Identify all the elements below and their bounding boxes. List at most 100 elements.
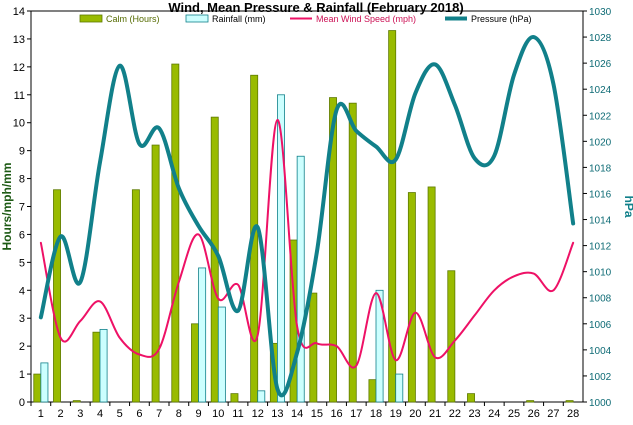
bar <box>329 97 337 403</box>
y-tick-label: 7 <box>19 202 25 214</box>
y-tick-label: 5 <box>19 257 25 269</box>
x-tick-label: 28 <box>567 408 579 420</box>
bar <box>467 393 475 403</box>
x-tick-label: 5 <box>117 408 123 420</box>
y-tick-label: 13 <box>13 34 25 46</box>
x-tick-label: 10 <box>212 408 224 420</box>
y2-tick-label: 1010 <box>589 268 612 279</box>
legend: Calm (Hours) Rainfall (mm) Mean Wind Speed… <box>79 14 532 24</box>
legend-label: Rainfall (mm) <box>212 14 266 24</box>
legend-label: Pressure (hPa) <box>471 14 532 24</box>
bar <box>171 63 180 403</box>
bar <box>348 102 357 403</box>
y2-tick-label: 1000 <box>589 398 612 409</box>
x-tick-label: 26 <box>528 408 540 420</box>
x-tick-label: 1 <box>38 408 44 420</box>
chart-title: Wind, Mean Pressure & Rainfall (February… <box>168 0 463 15</box>
y2-tick-label: 1018 <box>589 163 612 174</box>
bar <box>53 189 61 403</box>
y2-tick-label: 1022 <box>589 111 612 122</box>
x-tick-label: 12 <box>252 408 264 420</box>
x-tick-label: 14 <box>291 408 303 420</box>
y-tick-label: 6 <box>19 229 25 241</box>
bar <box>526 400 535 403</box>
bar <box>309 292 318 403</box>
bar-series-0 <box>33 30 574 403</box>
x-tick-label: 16 <box>330 408 342 420</box>
y-tick-label: 3 <box>19 313 25 325</box>
line-series-1 <box>38 35 576 398</box>
bar <box>72 400 81 403</box>
y-tick-label: 2 <box>19 341 25 353</box>
legend-swatch <box>185 14 209 23</box>
x-tick-label: 6 <box>136 408 142 420</box>
y-tick-label: 9 <box>19 146 25 158</box>
bar <box>395 373 404 403</box>
bar <box>40 362 49 403</box>
x-tick-label: 25 <box>508 408 520 420</box>
bar-series-1 <box>40 94 404 403</box>
y2-tick-label: 1016 <box>589 189 612 200</box>
x-tick-label: 15 <box>311 408 323 420</box>
bar <box>33 373 42 403</box>
bar <box>151 144 160 403</box>
bar <box>230 393 239 403</box>
y-tick-label: 14 <box>13 6 25 18</box>
y2-tick-label: 1028 <box>589 33 612 44</box>
legend-label: Calm (Hours) <box>106 14 160 24</box>
x-tick-label: 21 <box>429 408 441 420</box>
y-tick-label: 10 <box>13 118 25 130</box>
y2-tick-label: 1030 <box>589 7 612 18</box>
bar <box>99 328 108 403</box>
plot-frame <box>30 10 584 403</box>
y2-tick-label: 1008 <box>589 294 612 305</box>
bar <box>131 189 140 403</box>
y-tick-label: 0 <box>19 397 25 409</box>
y-tick-label: 4 <box>19 285 25 297</box>
x-tick-label: 11 <box>232 408 243 420</box>
y2-tick-label: 1024 <box>589 85 612 96</box>
x-tick-label: 24 <box>488 408 500 420</box>
x-tick-label: 18 <box>370 408 382 420</box>
legend-label: Mean Wind Speed (mph) <box>316 14 416 24</box>
bar <box>191 323 199 403</box>
bar <box>217 306 226 403</box>
x-tick-label: 17 <box>350 408 362 420</box>
x-tick-label: 4 <box>97 408 103 420</box>
x-tick-label: 7 <box>156 408 162 420</box>
bar <box>388 30 397 403</box>
bar <box>427 186 436 403</box>
bar <box>447 270 456 403</box>
x-tick-label: 8 <box>176 408 182 420</box>
y2-tick-label: 1002 <box>589 372 612 383</box>
x-tick-label: 22 <box>449 408 461 420</box>
x-tick-label: 20 <box>409 408 421 420</box>
bar <box>92 331 101 403</box>
line-series-0 <box>39 118 575 369</box>
y-axis-title: Hours/mph/mm <box>0 162 14 250</box>
x-tick-label: 19 <box>390 408 402 420</box>
y-tick-label: 12 <box>13 62 25 74</box>
bar <box>296 155 305 403</box>
y2-tick-label: 1020 <box>589 137 612 148</box>
x-tick-label: 13 <box>271 408 283 420</box>
y2-tick-label: 1014 <box>589 216 612 227</box>
bar <box>375 289 384 403</box>
y-tick-label: 8 <box>19 174 25 186</box>
x-tick-label: 23 <box>468 408 480 420</box>
y2-tick-label: 1012 <box>589 242 612 253</box>
bar <box>565 400 574 403</box>
bar <box>407 192 416 403</box>
bar <box>210 116 219 403</box>
bar <box>198 267 207 403</box>
y2-tick-label: 1004 <box>589 346 612 357</box>
x-tick-label: 3 <box>77 408 83 420</box>
y2-axis-title: hPa <box>622 195 633 217</box>
bar <box>368 379 377 403</box>
bar <box>257 390 266 403</box>
y-tick-label: 1 <box>19 369 25 381</box>
x-tick-label: 2 <box>58 408 64 420</box>
